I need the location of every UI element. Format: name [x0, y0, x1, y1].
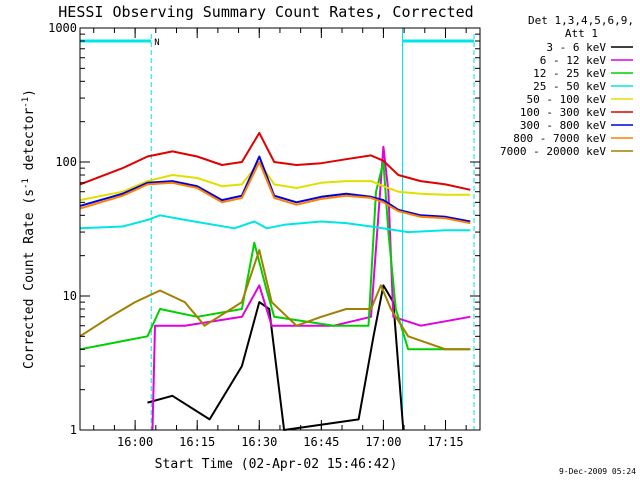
- y-axis-label-sup1: -1: [21, 178, 31, 189]
- legend-entry-label: 12 - 25 keV: [533, 67, 606, 80]
- legend-entry-label: 7000 - 20000 keV: [500, 145, 606, 158]
- legend-entry-label: 3 - 6 keV: [546, 41, 606, 54]
- y-axis-label-part1: Corrected Count Rate (s: [22, 189, 37, 369]
- x-tick-label: 17:15: [427, 435, 463, 449]
- x-tick-label: 17:00: [365, 435, 401, 449]
- legend-entry-label: 100 - 300 keV: [520, 106, 606, 119]
- series-line: [79, 161, 471, 202]
- series-line: [79, 155, 471, 223]
- night-label: N: [154, 38, 159, 48]
- y-tick-label: 1000: [48, 21, 77, 35]
- y-axis-label-sup2: -1: [21, 97, 31, 108]
- legend-entry-label: 50 - 100 keV: [527, 93, 607, 106]
- x-tick-label: 16:30: [241, 435, 277, 449]
- y-axis-label: Corrected Count Rate (s-1 detector-1): [21, 89, 37, 369]
- legend-entry-label: 300 - 800 keV: [520, 119, 606, 132]
- series-line: [79, 249, 471, 351]
- series-line: [79, 214, 471, 234]
- y-axis-label-part3: ): [22, 89, 37, 97]
- night-indicator-layer: N: [80, 28, 475, 430]
- series-line: [79, 161, 471, 225]
- legend-entry-label: 6 - 12 keV: [540, 54, 607, 67]
- footer-timestamp: 9-Dec-2009 05:24: [559, 467, 636, 476]
- y-tick-label: 100: [55, 155, 77, 169]
- axis-layer: 1 10 100 1000 16:00 16:15 16:30 16:45 17:00 17:15: [48, 21, 480, 449]
- legend-entry-label: 800 - 7000 keV: [513, 132, 606, 145]
- chart-title: HESSI Observing Summary Count Rates, Cor…: [58, 3, 473, 21]
- y-axis-label-part2: detector: [22, 108, 37, 179]
- x-tick-label: 16:45: [303, 435, 339, 449]
- y-tick-label: 10: [63, 289, 77, 303]
- series-line: [151, 145, 471, 431]
- legend-header-line: Att 1: [565, 27, 598, 40]
- series-line: [79, 161, 471, 351]
- legend-entry-label: 25 - 50 keV: [533, 80, 606, 93]
- x-tick-label: 16:15: [179, 435, 215, 449]
- series-line: [79, 131, 471, 191]
- x-tick-label: 16:00: [117, 435, 153, 449]
- y-tick-label: 1: [70, 423, 77, 437]
- legend-header-line: Det 1,3,4,5,6,9,: [528, 14, 634, 27]
- x-axis-label: Start Time (02-Apr-02 15:46:42): [155, 457, 398, 472]
- series-layer: [79, 131, 471, 431]
- series-line: [147, 284, 405, 431]
